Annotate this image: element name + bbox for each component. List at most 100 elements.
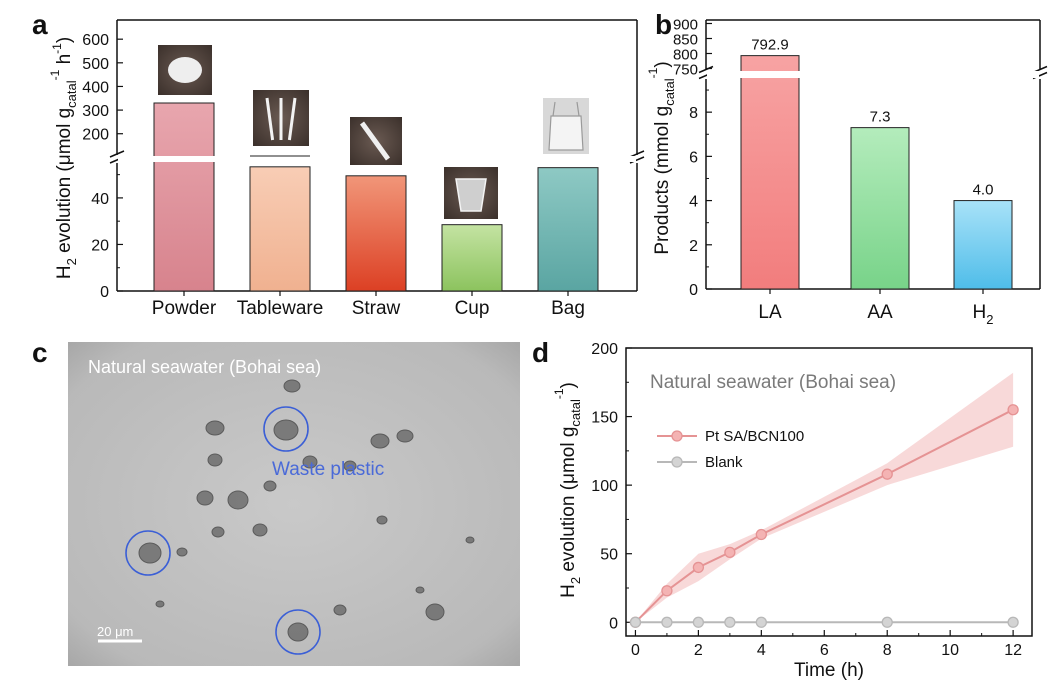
y-tick-label: 400 (82, 79, 109, 96)
highlight-circle (263, 406, 309, 452)
x-tick-label: 10 (941, 642, 959, 659)
y-tick-label: 0 (609, 615, 618, 632)
chart-annotation: Natural seawater (Bohai sea) (650, 372, 896, 393)
value-label: 4.0 (973, 182, 994, 199)
y-tick-label: 500 (82, 56, 109, 73)
y-label-part: ) (558, 382, 579, 388)
bag-photo (543, 98, 589, 154)
scale-bar-label: 20 μm (97, 624, 133, 639)
bar-cup (441, 224, 503, 292)
value-label: 792.9 (751, 37, 789, 54)
y-label-part: Products (mmol g (652, 106, 673, 255)
y-tick-label: 4 (689, 194, 698, 211)
bar-aa (850, 127, 910, 290)
error-band (635, 372, 1014, 623)
bar-bag (537, 167, 599, 292)
chart-b: 02468750800850900792.9LA7.3AA4.0H2Produc… (646, 17, 1048, 327)
y-tick-label: 8 (689, 105, 698, 122)
bag-icon (548, 101, 584, 151)
y-tick-label: 800 (673, 47, 698, 64)
y-tick-label: 20 (91, 237, 109, 254)
legend-label: Pt SA/BCN100 (705, 428, 804, 445)
straw-icon (359, 121, 391, 161)
x-tick-label: AA (867, 302, 893, 323)
y-tick-label: 6 (689, 149, 698, 166)
straw-photo (350, 117, 402, 165)
y-tick-label: 40 (91, 191, 109, 208)
y-tick-label: 300 (82, 103, 109, 120)
x-tick-label: 12 (1004, 642, 1022, 659)
legend: Pt SA/BCN100 Blank (657, 428, 804, 471)
y-tick-label: 150 (591, 410, 618, 427)
chart-d: 0 2 4 6 8 10 12 0 50 100 150 200 Natural seawater (B… (552, 341, 1033, 681)
y-label-part: H (558, 584, 579, 598)
y-tick-label: 0 (100, 284, 109, 301)
x-tick-label: 8 (883, 642, 892, 659)
y-label-sub: catal (662, 78, 677, 106)
x-axis-label-d: Time (h) (794, 660, 864, 681)
data-point (724, 616, 736, 628)
data-point (881, 468, 893, 480)
data-point (692, 561, 705, 574)
data-point (1007, 616, 1019, 628)
highlight-circles (125, 406, 321, 655)
x-tick-label: Powder (152, 298, 217, 319)
y-label-sub: 2 (568, 577, 583, 584)
y-label-part: h (54, 54, 75, 70)
utensil-icon (287, 97, 297, 141)
x-tick-label: Bag (551, 298, 585, 319)
y-label-sub: catal (64, 80, 79, 108)
micrograph: Natural seawater (Bohai sea) Waste plast… (68, 342, 520, 666)
y-label-part: ) (54, 37, 75, 43)
powder-pile-icon (168, 57, 202, 83)
panel-label-d: d (532, 337, 549, 368)
x-tick-label: Cup (455, 298, 490, 319)
bar-la (740, 55, 800, 290)
y-label-sub: 2 (64, 258, 79, 265)
x-label-sub: 2 (986, 312, 993, 327)
data-point (661, 616, 673, 628)
tableware-photo (253, 90, 309, 146)
y-tick-label: 50 (600, 547, 618, 564)
y-tick-label: 600 (82, 32, 109, 49)
y-axis-label-a: H2 evolution (μmol gcatal-1 h-1) (48, 37, 79, 279)
waste-plastic-label: Waste plastic (272, 459, 384, 480)
x-tick-label: 4 (757, 642, 766, 659)
y-axis-label-d: H2 evolution (μmol gcatal-1) (552, 382, 583, 598)
y-label-sup: -1 (552, 388, 566, 399)
data-point (629, 616, 642, 628)
x-tick-label: 2 (694, 642, 703, 659)
x-tick-label: H2 (973, 302, 994, 327)
axis-break-gap (707, 71, 1039, 78)
x-tick-label: 6 (820, 642, 829, 659)
data-point (692, 616, 705, 628)
y-label-sub: catal (568, 399, 583, 427)
legend-label: Blank (705, 454, 743, 471)
y-label-sup: -1 (50, 43, 64, 54)
axis-break-mark (109, 150, 125, 158)
cup-icon (455, 178, 487, 212)
plot-frame-d (625, 347, 1033, 637)
y-tick-label: 900 (673, 17, 698, 34)
y-label-part: evolution (μmol g (54, 108, 75, 258)
panel-label-c: c (32, 337, 48, 368)
y-label-part: H (54, 265, 75, 279)
y-label-part: ) (652, 61, 673, 67)
x-tick-label: LA (758, 302, 782, 323)
axis-break-mark (698, 65, 714, 74)
x-tick-label: 0 (631, 642, 640, 659)
panel-label-a: a (32, 9, 48, 40)
plastic-particles (138, 379, 475, 642)
bar-tableware (249, 166, 311, 292)
y-tick-label: 200 (591, 341, 618, 358)
y-tick-label: 200 (82, 127, 109, 144)
x-tick-label: Straw (352, 298, 401, 319)
panel-label-b: b (655, 9, 672, 40)
y-tick-label: 850 (673, 32, 698, 49)
cup-photo (444, 167, 498, 219)
data-point (1007, 404, 1019, 416)
x-label-part: H (973, 302, 987, 323)
y-tick-label: 2 (689, 238, 698, 255)
data-point (755, 528, 767, 541)
